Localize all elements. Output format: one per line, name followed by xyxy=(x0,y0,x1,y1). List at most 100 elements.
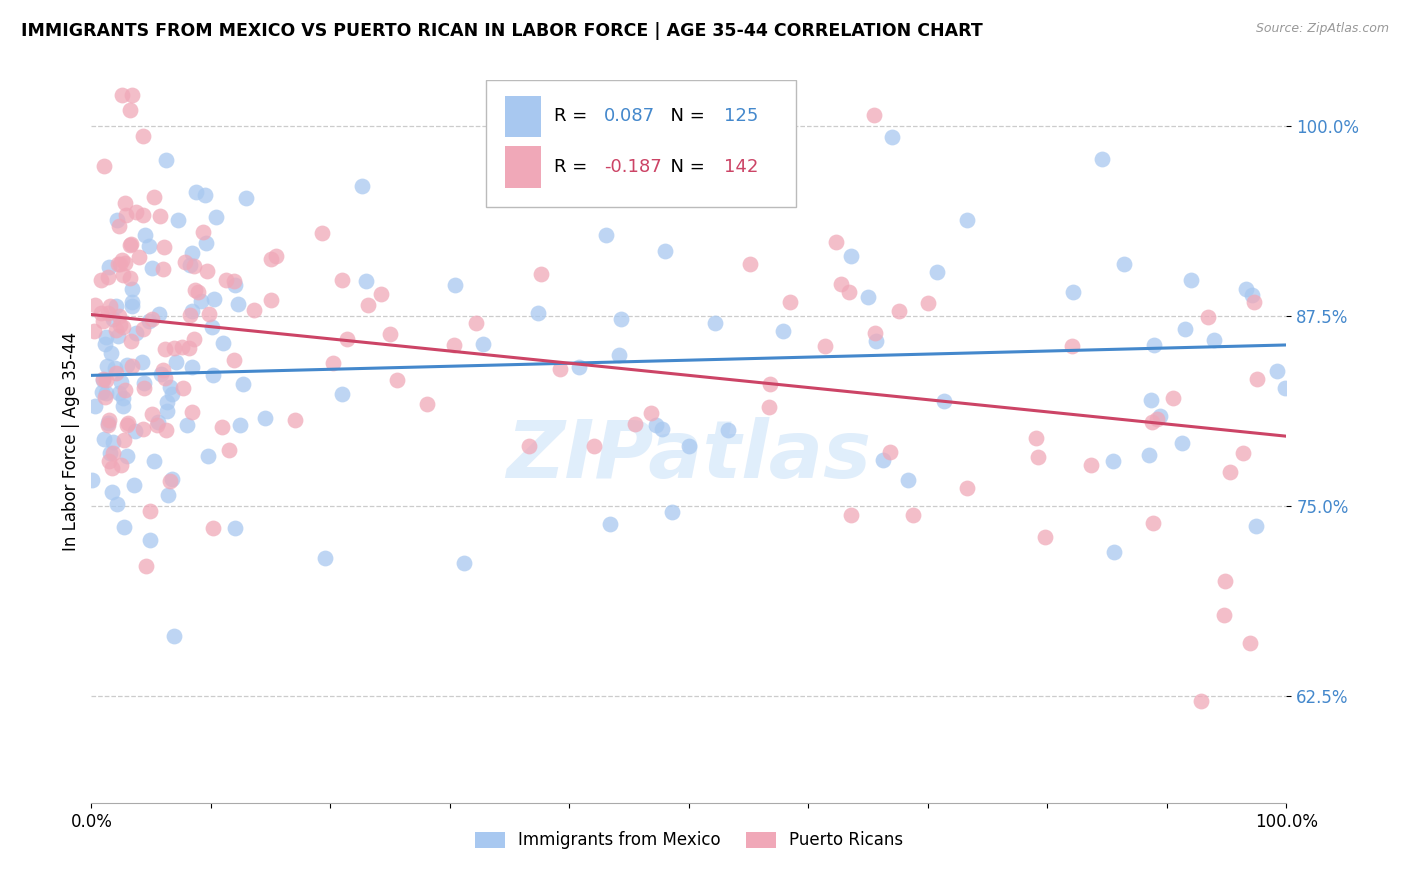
Point xyxy=(131,355,153,369)
Point xyxy=(125,326,148,340)
Point xyxy=(98,299,121,313)
Point xyxy=(141,312,163,326)
Point xyxy=(107,309,129,323)
Point xyxy=(228,417,250,432)
Point xyxy=(128,251,150,265)
Point xyxy=(1140,415,1163,429)
Point xyxy=(1232,446,1254,460)
Text: R =: R = xyxy=(554,107,593,126)
Point xyxy=(191,225,214,239)
Point xyxy=(465,316,488,330)
Point xyxy=(83,298,105,312)
Point xyxy=(120,237,142,252)
Text: 142: 142 xyxy=(724,158,758,176)
Point xyxy=(122,478,145,492)
Point xyxy=(202,368,225,383)
Point xyxy=(121,88,143,103)
Point xyxy=(155,153,177,168)
Point xyxy=(830,277,852,292)
Point xyxy=(93,432,115,446)
Point xyxy=(1180,273,1202,287)
Point xyxy=(184,283,207,297)
Text: N =: N = xyxy=(659,158,710,176)
Point xyxy=(132,382,155,396)
Point xyxy=(159,380,181,394)
Point xyxy=(283,412,305,426)
Point xyxy=(138,533,160,548)
Point xyxy=(955,213,977,227)
Point xyxy=(141,261,163,276)
Point xyxy=(132,376,155,390)
Point xyxy=(180,303,202,318)
Point xyxy=(385,373,408,387)
Point xyxy=(740,257,762,271)
Point xyxy=(172,381,194,395)
Point xyxy=(1025,431,1047,445)
Point xyxy=(311,227,333,241)
Point xyxy=(172,340,194,354)
Point xyxy=(471,336,494,351)
Point xyxy=(201,521,224,535)
Point xyxy=(110,318,132,333)
Point xyxy=(121,282,143,296)
Point xyxy=(107,328,129,343)
Point xyxy=(165,354,187,368)
Point xyxy=(143,189,166,203)
Point xyxy=(132,128,155,143)
Point xyxy=(155,423,177,437)
Point xyxy=(93,159,115,173)
Point xyxy=(707,186,730,200)
Point xyxy=(1170,436,1192,450)
Point xyxy=(176,418,198,433)
Point xyxy=(93,372,115,386)
Point xyxy=(153,240,176,254)
Point xyxy=(104,360,127,375)
Point xyxy=(927,265,949,279)
Text: ZIPatlas: ZIPatlas xyxy=(506,417,872,495)
Point xyxy=(162,472,184,486)
Point xyxy=(111,391,134,405)
Point xyxy=(517,439,540,453)
Point xyxy=(139,504,162,518)
Point xyxy=(595,227,617,242)
Point xyxy=(103,446,125,460)
Point xyxy=(1149,409,1171,423)
Point xyxy=(177,341,200,355)
Point xyxy=(1246,371,1268,385)
Point xyxy=(1101,454,1123,468)
Point xyxy=(568,359,591,374)
Point xyxy=(716,423,738,437)
Point xyxy=(180,246,202,260)
Point xyxy=(825,235,848,250)
Point xyxy=(838,285,860,299)
Point xyxy=(1213,607,1236,622)
Point xyxy=(254,411,277,425)
Point xyxy=(174,255,197,269)
Point xyxy=(117,416,139,430)
Point xyxy=(96,373,118,387)
Point xyxy=(112,433,135,447)
Point xyxy=(190,293,212,308)
Point xyxy=(97,454,120,468)
Point xyxy=(332,273,354,287)
Point xyxy=(858,290,880,304)
Point xyxy=(1234,282,1257,296)
Point xyxy=(141,407,163,421)
Point xyxy=(114,384,136,398)
Point xyxy=(179,308,201,322)
Point xyxy=(1161,391,1184,405)
Point xyxy=(149,368,172,382)
Point xyxy=(156,394,179,409)
Point xyxy=(83,324,105,338)
Point xyxy=(527,306,550,320)
Point xyxy=(443,337,465,351)
Point xyxy=(582,439,605,453)
Point xyxy=(322,356,344,370)
Text: IMMIGRANTS FROM MEXICO VS PUERTO RICAN IN LABOR FORCE | AGE 35-44 CORRELATION CH: IMMIGRANTS FROM MEXICO VS PUERTO RICAN I… xyxy=(21,22,983,40)
Point xyxy=(863,326,886,340)
Point xyxy=(260,252,283,266)
FancyBboxPatch shape xyxy=(486,80,796,207)
Point xyxy=(201,320,224,334)
Point xyxy=(779,294,801,309)
Point xyxy=(149,209,172,223)
